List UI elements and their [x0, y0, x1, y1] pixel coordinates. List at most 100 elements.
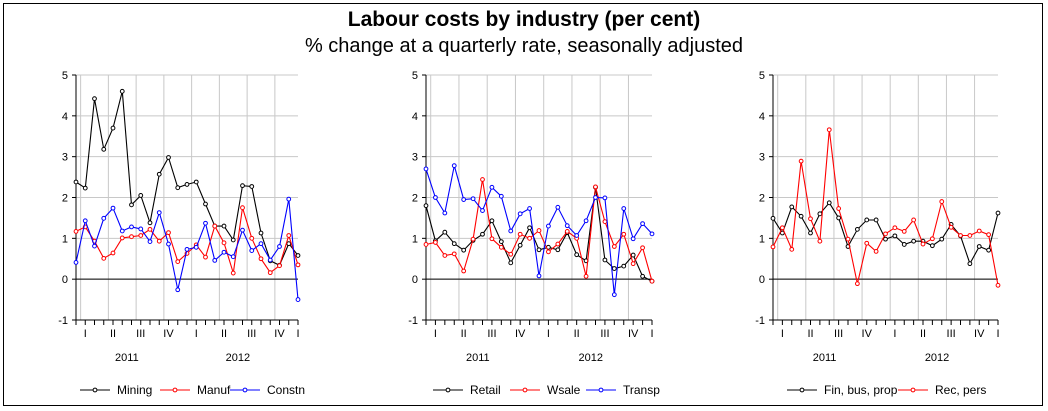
data-point [433, 195, 438, 200]
data-point [948, 224, 954, 230]
data-point [920, 241, 926, 247]
x-year-label: 2012 [579, 352, 603, 364]
data-point [901, 228, 907, 234]
data-point [564, 223, 570, 229]
x-year-label: 2011 [115, 352, 139, 364]
data-point [82, 185, 88, 191]
data-point [817, 238, 823, 244]
data-point [442, 229, 448, 235]
data-point [240, 227, 245, 233]
data-point [489, 184, 495, 190]
data-point [101, 146, 107, 152]
data-point [138, 226, 144, 232]
data-point [967, 233, 973, 238]
data-point [73, 228, 79, 234]
x-year-label: 2011 [466, 352, 490, 364]
data-point [555, 247, 561, 253]
data-point [958, 233, 963, 238]
data-point [873, 249, 879, 254]
data-point [442, 253, 448, 258]
data-point [593, 184, 598, 190]
data-point [901, 242, 907, 247]
x-quarter-label: I [434, 328, 437, 340]
data-point [546, 249, 551, 255]
x-year-label: 2012 [925, 352, 949, 364]
data-point [221, 249, 227, 255]
legend-label: Fin, bus, prop [824, 383, 898, 397]
data-point [555, 204, 561, 210]
y-tick-label: 5 [759, 70, 765, 82]
x-quarter-label: II [221, 328, 227, 340]
data-point [82, 218, 88, 224]
legend-label: Wsale [547, 383, 581, 397]
data-point [798, 158, 804, 164]
data-point [892, 233, 898, 239]
data-point [555, 241, 561, 247]
x-quarter-label: I [781, 328, 784, 340]
x-quarter-label: II [574, 328, 580, 340]
data-point [175, 287, 181, 293]
x-quarter-label: IV [862, 328, 873, 340]
x-year-label: 2011 [813, 352, 837, 364]
data-point [461, 247, 467, 253]
y-tick-label: 5 [62, 70, 68, 82]
data-point [175, 259, 181, 265]
y-tick-label: 1 [62, 233, 68, 245]
data-point [808, 230, 813, 236]
data-point [939, 199, 945, 204]
y-tick-label: 2 [62, 193, 68, 205]
data-point [249, 248, 255, 253]
data-point [129, 202, 134, 208]
data-point [92, 96, 97, 102]
data-point [911, 217, 917, 223]
data-point [212, 257, 218, 263]
data-point [854, 281, 860, 287]
data-point [258, 256, 264, 262]
data-point [221, 240, 227, 246]
y-tick-label: -1 [58, 315, 68, 327]
data-point [119, 88, 125, 94]
data-point [295, 262, 301, 268]
data-point [92, 243, 97, 249]
data-point [156, 238, 162, 244]
data-point [147, 220, 153, 226]
y-tick-label: 4 [62, 111, 68, 123]
data-point [110, 250, 116, 256]
y-tick-label: 1 [759, 233, 765, 245]
data-point [138, 233, 144, 238]
legend-marker [242, 387, 248, 393]
y-tick-label: 0 [62, 274, 68, 286]
data-point [451, 251, 457, 257]
x-quarter-label: II [807, 328, 813, 340]
data-point [451, 241, 457, 247]
data-point [611, 244, 617, 249]
x-quarter-label: IV [274, 328, 285, 340]
data-point [602, 257, 608, 263]
y-tick-label: 4 [412, 111, 418, 123]
series-line-retail [425, 187, 653, 282]
x-quarter-label: I [296, 328, 299, 340]
data-point [574, 252, 580, 258]
data-point [184, 246, 190, 252]
data-point [939, 236, 945, 242]
y-tick-label: 5 [412, 70, 418, 82]
data-point [798, 213, 804, 219]
data-point [640, 221, 645, 227]
data-point [110, 125, 116, 131]
x-quarter-label: III [247, 328, 256, 340]
data-point [546, 223, 551, 229]
data-point [536, 273, 542, 279]
x-quarter-label: IV [974, 328, 985, 340]
series-line-mining [75, 91, 299, 267]
data-point [826, 200, 832, 206]
data-point [230, 270, 236, 276]
x-quarter-label: I [84, 328, 87, 340]
data-point [789, 204, 795, 210]
data-point [240, 183, 245, 189]
data-point [911, 238, 917, 244]
data-point [976, 244, 982, 249]
data-point [976, 228, 982, 234]
y-tick-label: -1 [408, 315, 418, 327]
data-point [221, 223, 227, 229]
data-point [451, 163, 457, 169]
